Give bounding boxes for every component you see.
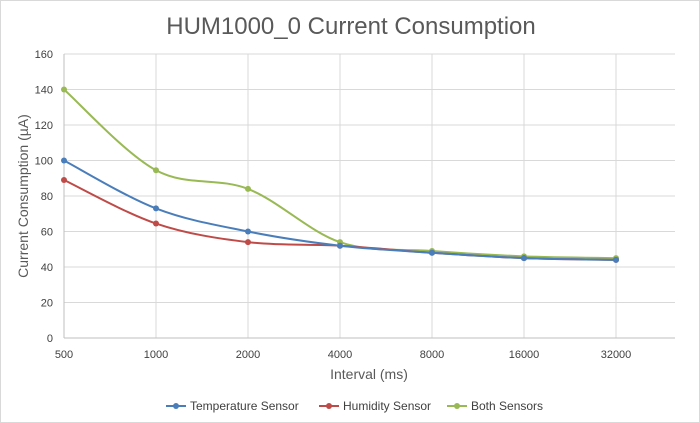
data-point xyxy=(613,256,619,263)
y-axis-title: Current Consumption (µA) xyxy=(15,114,31,278)
series-lines xyxy=(61,86,619,263)
x-axis-title: Interval (ms) xyxy=(330,366,408,382)
x-tick-label: 500 xyxy=(55,349,73,361)
x-tick-label: 32000 xyxy=(601,349,632,361)
data-point xyxy=(521,255,527,262)
data-point xyxy=(153,220,159,227)
legend-swatch-marker xyxy=(173,403,179,409)
legend-swatch-marker xyxy=(454,403,460,409)
legend-swatch-marker xyxy=(326,403,332,409)
legend-item: Temperature Sensor xyxy=(166,399,299,413)
legend: Temperature Sensor Humidity Sensor Both Se… xyxy=(166,399,543,413)
x-tick-label: 2000 xyxy=(236,349,260,361)
data-point xyxy=(429,249,435,256)
y-tick-label: 20 xyxy=(41,298,53,310)
y-tick-label: 120 xyxy=(35,120,53,132)
legend-item: Both Sensors xyxy=(447,399,543,413)
x-tick-label: 4000 xyxy=(328,349,352,361)
data-point xyxy=(245,239,251,246)
y-tick-label: 160 xyxy=(35,49,53,61)
data-point xyxy=(245,185,251,192)
x-tick-label: 16000 xyxy=(509,349,540,361)
legend-label: Humidity Sensor xyxy=(343,399,431,413)
y-tick-label: 0 xyxy=(47,333,53,345)
y-tick-label: 80 xyxy=(41,191,53,203)
axes: 0 20 40 60 80 100 120 140 160 500 1000 2000 4000 8000… xyxy=(35,49,675,361)
data-point xyxy=(337,242,343,249)
legend-label: Both Sensors xyxy=(471,399,543,413)
x-tick-label: 1000 xyxy=(144,349,168,361)
data-point xyxy=(153,167,159,174)
data-point xyxy=(153,205,159,212)
y-tick-label: 140 xyxy=(35,85,53,97)
y-tick-label: 100 xyxy=(35,156,53,168)
data-point xyxy=(61,157,67,164)
data-point xyxy=(61,177,67,184)
legend-item: Humidity Sensor xyxy=(319,399,431,413)
data-point xyxy=(245,228,251,235)
legend-label: Temperature Sensor xyxy=(190,399,299,413)
data-point xyxy=(61,86,67,93)
chart-title: HUM1000_0 Current Consumption xyxy=(166,13,536,40)
gridlines xyxy=(64,53,675,338)
y-tick-label: 60 xyxy=(41,227,53,239)
x-tick-label: 8000 xyxy=(420,349,444,361)
y-tick-label: 40 xyxy=(41,262,53,274)
